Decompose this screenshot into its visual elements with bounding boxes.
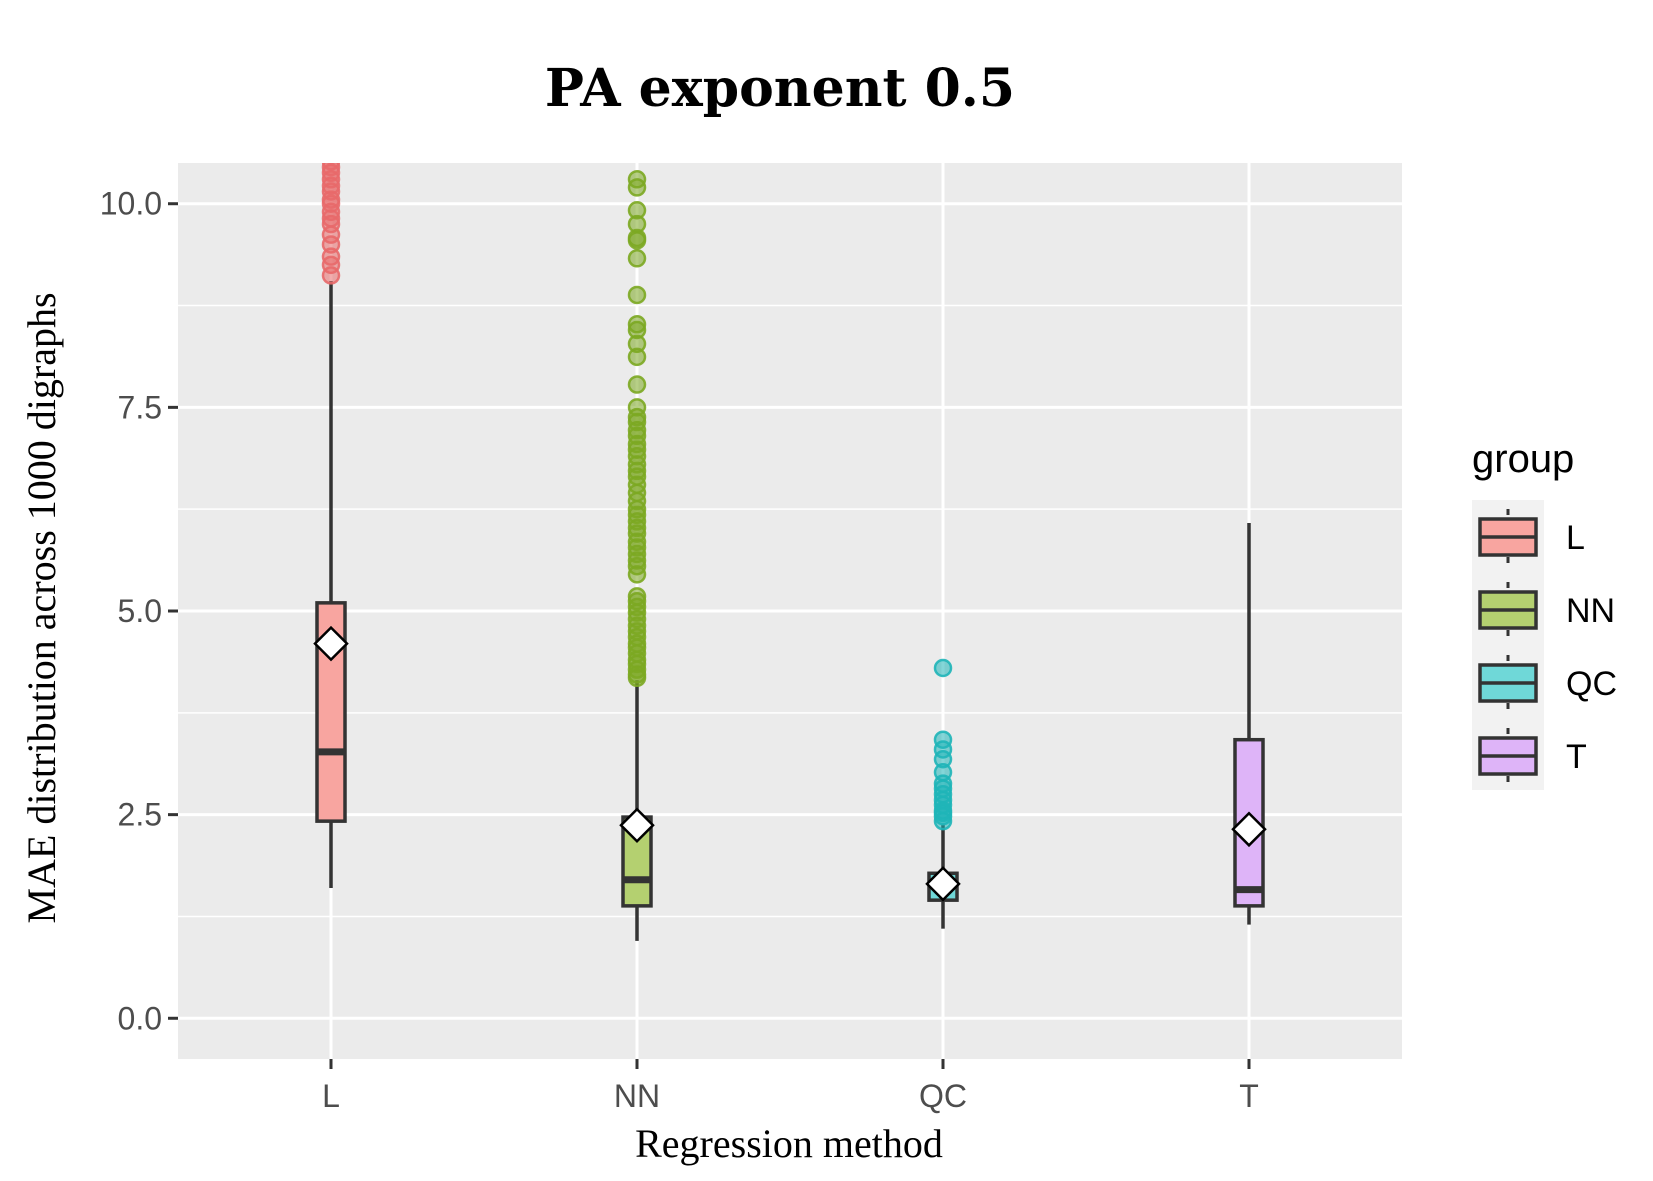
legend-label: T [1566, 738, 1587, 776]
outlier-point [627, 315, 647, 334]
mean-marker [925, 866, 961, 902]
outlier-point [627, 375, 647, 394]
outlier-point [627, 398, 647, 417]
box-group-nn [619, 170, 655, 941]
x-tick-label: QC [919, 1078, 967, 1114]
x-tick-label: NN [614, 1078, 660, 1114]
legend-item-qc: QC [1478, 655, 1617, 711]
mean-marker [313, 625, 349, 662]
legend-item-nn: NN [1478, 582, 1615, 638]
y-axis-title: MAE distribution across 1000 digraphs [19, 292, 64, 923]
legend: group L NN QC T [1472, 437, 1617, 790]
outlier-point [321, 163, 341, 171]
outlier-point [627, 285, 647, 305]
outlier-point [627, 587, 647, 606]
legend-label: NN [1566, 592, 1615, 630]
outlier-point [627, 249, 647, 268]
mean-marker [1231, 811, 1267, 848]
outlier-point [933, 658, 953, 678]
x-tick-label: L [322, 1078, 340, 1114]
chart-title: PA exponent 0.5 [545, 58, 1015, 119]
legend-item-t: T [1478, 728, 1587, 784]
y-tick-label: 2.5 [118, 797, 162, 833]
y-tick-label: 10.0 [100, 186, 162, 222]
x-axis-title: Regression method [635, 1121, 943, 1166]
outlier-point [627, 170, 647, 189]
axes: 0.0 2.5 5.0 7.5 10.0 L NN QC T [100, 186, 1259, 1114]
legend-label: L [1566, 519, 1585, 557]
outlier-point [326, 163, 336, 165]
outlier-point [933, 730, 953, 749]
y-tick-label: 5.0 [118, 593, 162, 629]
y-tick-label: 0.0 [118, 1000, 162, 1036]
box-group-l [313, 163, 349, 888]
y-tick-label: 7.5 [118, 389, 162, 425]
box-group-t [1231, 523, 1267, 925]
legend-label: QC [1566, 665, 1617, 703]
box-group-qc [925, 658, 961, 929]
mean-marker [619, 807, 655, 843]
outlier-point [627, 200, 647, 220]
legend-title: group [1472, 437, 1574, 481]
legend-item-l: L [1478, 509, 1585, 565]
x-tick-label: T [1239, 1078, 1259, 1114]
box-marks [313, 163, 1267, 941]
